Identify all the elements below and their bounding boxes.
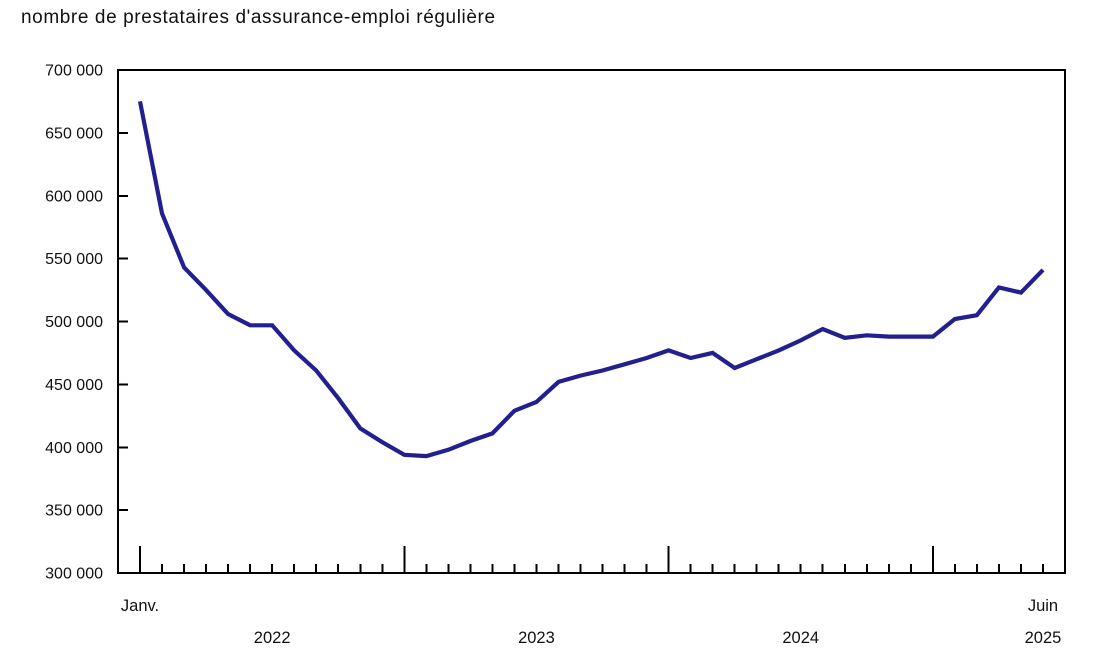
- y-axis-tick-label: 600 000: [45, 188, 103, 205]
- x-axis-year-label-2025: 2025: [1025, 629, 1062, 647]
- y-axis-tick-label: 550 000: [45, 251, 103, 268]
- y-axis-tick-label: 350 000: [45, 503, 103, 520]
- y-axis-tick-label: 300 000: [45, 566, 103, 583]
- y-axis-tick-label: 450 000: [45, 377, 103, 394]
- x-axis-first-month-label: Janv.: [121, 597, 159, 615]
- x-axis-year-label-2024: 2024: [782, 629, 819, 647]
- y-axis-tick-label: 700 000: [45, 63, 103, 80]
- chart-title: nombre de prestataires d'assurance-emplo…: [21, 7, 496, 28]
- data-line-series: [137, 100, 1045, 459]
- plot-frame: [117, 69, 1066, 574]
- x-axis-year-label-2023: 2023: [518, 629, 555, 647]
- y-axis-tick-label: 400 000: [45, 440, 103, 457]
- y-axis-tick-label: 500 000: [45, 314, 103, 331]
- x-axis-year-label-2022: 2022: [254, 629, 291, 647]
- x-axis-last-month-label: Juin: [1028, 597, 1058, 615]
- y-axis-tick-label: 650 000: [45, 125, 103, 142]
